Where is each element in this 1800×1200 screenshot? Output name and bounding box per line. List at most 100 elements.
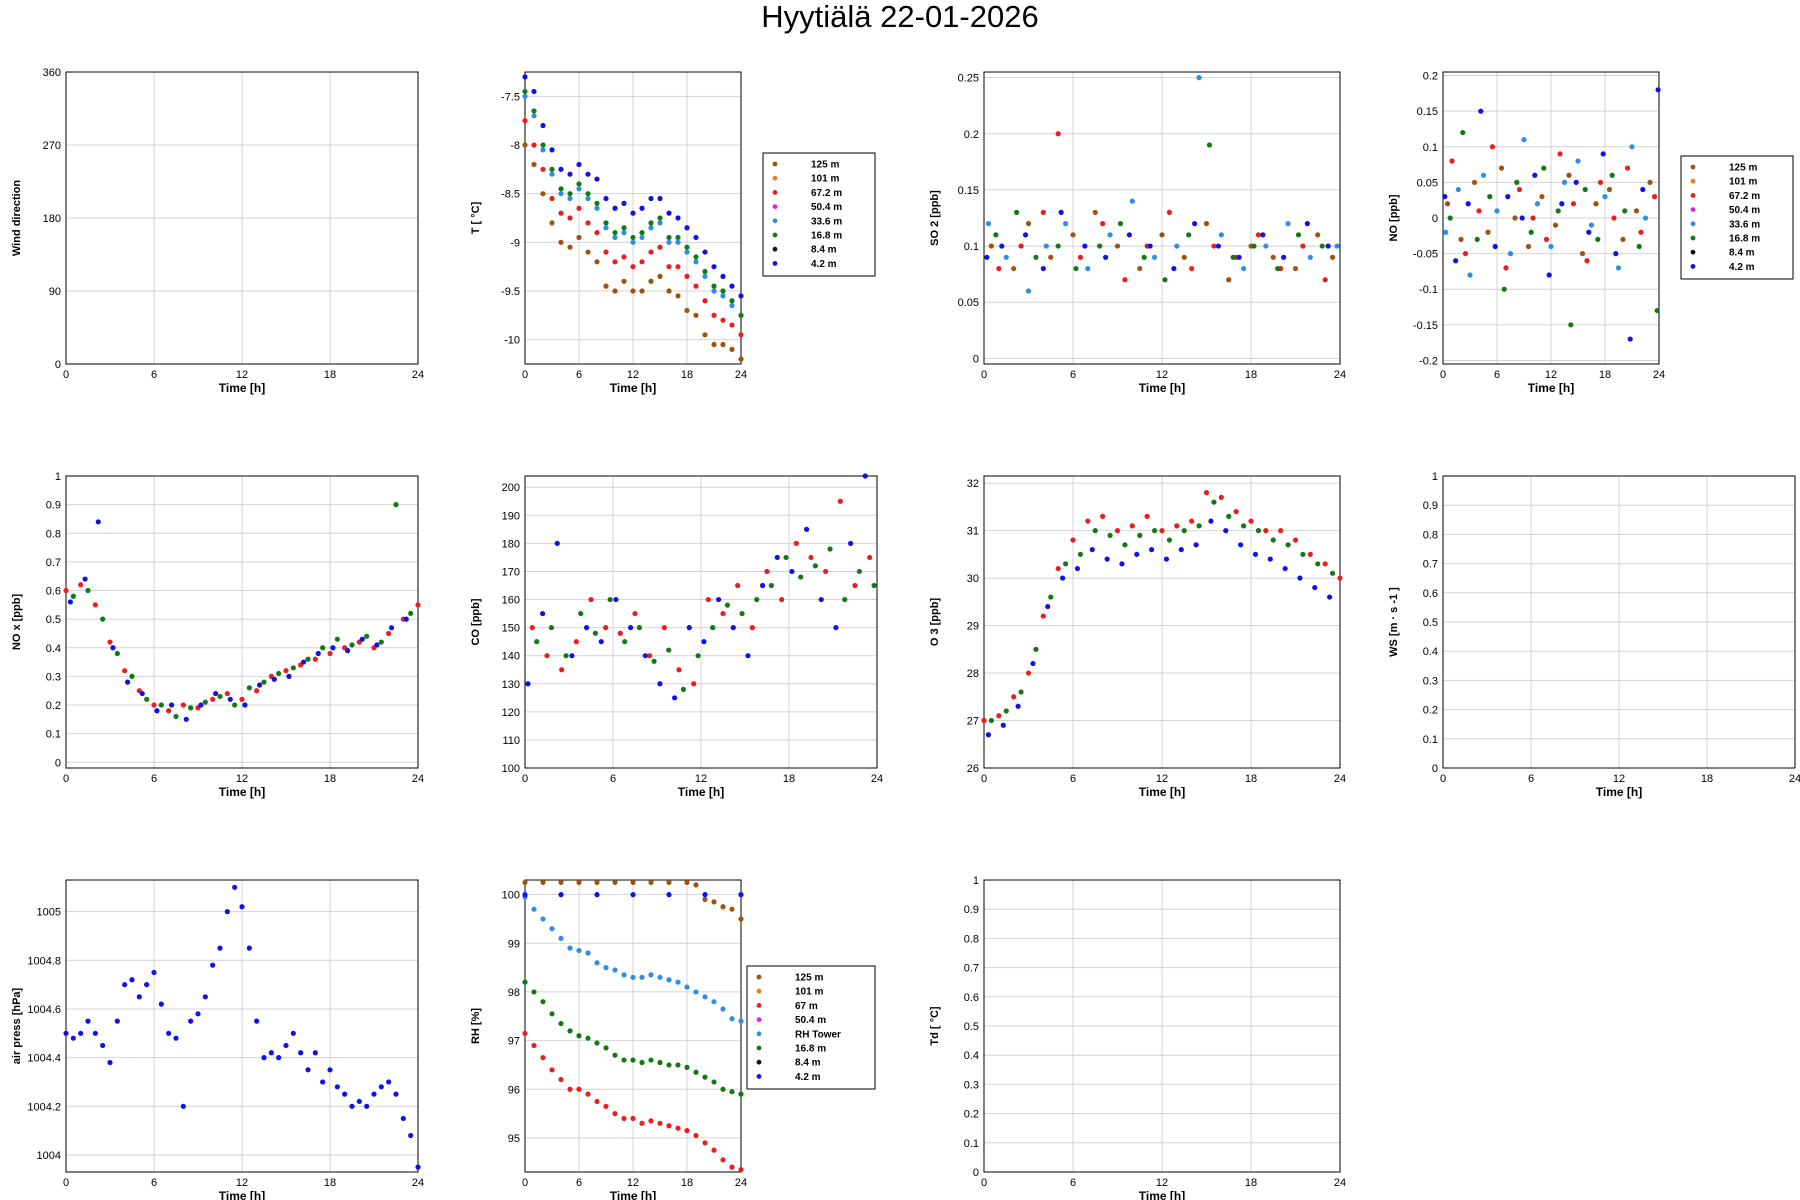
y-tick-label: 130 (502, 679, 520, 691)
data-point-temp-4-22 (720, 273, 726, 279)
y-tick-label: 0.4 (46, 643, 61, 655)
data-point-co-2-11 (686, 625, 692, 631)
legend-label: 8.4 m (795, 1058, 821, 1069)
y-tick-label: 0.25 (958, 73, 979, 85)
data-point-nox-1-8 (188, 705, 194, 711)
legend-marker (772, 161, 778, 167)
data-point-rh-3-24 (738, 1166, 744, 1173)
data-point-co-0-17 (779, 596, 785, 603)
y-tick-label: 180 (502, 538, 520, 550)
data-point-temp-2-15 (657, 220, 663, 226)
data-point-co-0-8 (647, 653, 653, 659)
y-axis-label: RH [%] (470, 1008, 482, 1044)
data-point-rh-3-21 (711, 1147, 717, 1153)
data-point-no-0-8 (1552, 222, 1559, 228)
data-point-temp-0-10 (612, 288, 618, 294)
data-point-temp-3-17 (675, 234, 681, 241)
data-point-nox-2-5 (139, 690, 145, 697)
data-point-so2-1-5 (1100, 221, 1106, 227)
y-tick-label: 0.1 (46, 729, 61, 741)
data-point-nox-1-6 (158, 702, 164, 708)
x-tick-label: 0 (1440, 369, 1446, 381)
data-point-nox-0-22 (386, 630, 392, 637)
data-point-rh-2-3 (549, 1011, 555, 1017)
data-point-o3-2-23 (1327, 594, 1333, 600)
legend-marker (756, 1074, 762, 1079)
y-tick-label: 0.15 (1417, 106, 1438, 118)
legend: 125 m 101 m 67.2 m 50.4 m 33.6 m 16.8 m 8.4 m 4… (762, 152, 876, 277)
data-point-nox-2-0 (67, 599, 73, 605)
data-point-temp-0-5 (567, 244, 573, 250)
y-tick-label: -10 (504, 335, 520, 347)
y-tick-label: 100 (502, 763, 520, 775)
data-point-temp-2-0 (522, 93, 528, 99)
data-point-o3-0-1 (996, 713, 1002, 719)
data-point-no-4-8 (1546, 272, 1552, 278)
chart-nox: 0 6 12 18 24 0 0.1 0.2 0.3 0.4 0.5 0.6 0.7 0.8 0.9 1 Tim… (11, 471, 424, 799)
x-axis-label: Time [h] (219, 1189, 265, 1200)
data-point-co-2-12 (701, 639, 707, 645)
data-point-no-1-15 (1651, 194, 1658, 200)
y-tick-label: 200 (502, 482, 520, 494)
x-tick-label: 24 (735, 369, 747, 381)
data-point-no-0-7 (1539, 194, 1545, 200)
data-point-co-2-0 (525, 681, 531, 687)
data-point-o3-2-1 (1000, 722, 1006, 728)
legend: 125 m 101 m 67 m 50.4 m RH Tower 16.8 m 8.4 m 4… (746, 965, 876, 1090)
data-point-so2-2-10 (1196, 75, 1202, 81)
data-point-temp-0-15 (657, 273, 663, 279)
data-point-rh-2-4 (558, 1020, 564, 1027)
x-tick-label: 24 (412, 369, 424, 381)
data-point-temp-2-14 (648, 225, 654, 231)
data-point-press-0-16 (180, 1103, 186, 1109)
y-tick-label: 150 (502, 623, 520, 635)
data-point-so2-1-9 (1189, 265, 1195, 272)
legend-marker (772, 261, 778, 266)
data-point-temp-4-23 (729, 283, 735, 289)
data-point-so2-3-6 (1117, 221, 1124, 227)
legend-label: 4.2 m (795, 1072, 821, 1083)
data-point-temp-3-2 (540, 142, 546, 148)
data-point-nox-1-21 (378, 639, 384, 645)
legend-box (762, 152, 876, 277)
data-point-o3-0-20 (1278, 528, 1284, 534)
data-point-no-3-8 (1555, 208, 1561, 214)
data-point-no-2-13 (1615, 265, 1622, 271)
data-point-co-1-15 (754, 596, 760, 603)
data-point-no-3-14 (1636, 243, 1642, 250)
chart-temp: 0 6 12 18 24 -10 -9.5 -9 -8.5 -8 -7.5 Time [h] T [ °… (470, 71, 876, 395)
x-tick-label: 6 (1070, 1177, 1076, 1189)
x-tick-label: 0 (981, 369, 987, 381)
y-axis-label: NO [ppb] (1388, 194, 1400, 241)
y-tick-label: 190 (502, 510, 520, 522)
data-point-no-3-6 (1528, 229, 1534, 235)
legend-marker (772, 232, 778, 238)
data-point-no-4-9 (1559, 201, 1565, 207)
data-point-so2-3-10 (1206, 142, 1213, 148)
data-point-so2-1-6 (1122, 277, 1128, 283)
data-point-temp-2-22 (720, 293, 726, 299)
y-tick-label: 95 (508, 1133, 520, 1145)
y-axis-label: CO [ppb] (470, 598, 482, 645)
y-tick-label: 0.2 (46, 700, 61, 712)
data-point-temp-0-11 (621, 278, 627, 284)
data-point-rh-0-12 (711, 899, 717, 905)
data-point-o3-2-3 (1030, 660, 1036, 667)
y-tick-label: 32 (967, 478, 979, 490)
data-point-rh-3-22 (720, 1157, 726, 1163)
legend-label: 67 m (795, 1001, 818, 1012)
data-point-no-3-3 (1487, 194, 1493, 200)
data-point-o3-1-14 (1196, 523, 1202, 529)
data-point-nox-0-6 (151, 702, 157, 708)
plot-frame (65, 879, 419, 1173)
data-point-nox-2-9 (198, 702, 204, 708)
data-point-no-2-9 (1561, 179, 1568, 185)
data-point-so2-0-7 (1137, 265, 1143, 272)
data-point-no-4-7 (1532, 172, 1538, 178)
data-point-so2-0-8 (1159, 232, 1165, 238)
data-point-co-0-13 (720, 610, 726, 617)
data-point-no-1-1 (1462, 251, 1469, 257)
data-point-rh-2-15 (657, 1059, 663, 1066)
data-point-press-0-30 (283, 1042, 289, 1049)
y-tick-label: 0.2 (1423, 71, 1438, 83)
